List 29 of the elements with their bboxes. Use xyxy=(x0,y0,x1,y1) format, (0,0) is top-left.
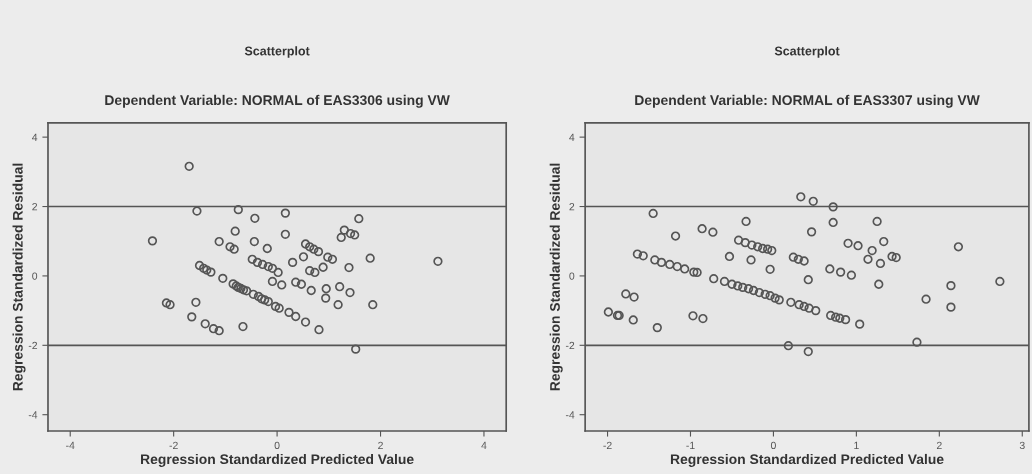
chart-subtitle: Dependent Variable: NORMAL of EAS3306 using VW xyxy=(105,94,450,108)
y-axis-title: Regression Standardized Residual xyxy=(12,163,26,391)
y-tick-label: 2 xyxy=(32,203,38,211)
x-tick-label: -1 xyxy=(686,441,695,449)
x-axis-title: Regression Standardized Predicted Value xyxy=(141,453,414,467)
x-tick-label: -2 xyxy=(169,441,178,449)
y-tick-label: 2 xyxy=(569,203,575,211)
x-tick-label: 2 xyxy=(936,441,942,449)
x-tick-label: 4 xyxy=(481,441,487,449)
x-axis-title: Regression Standardized Predicted Value xyxy=(670,453,944,467)
y-tick-label: -2 xyxy=(565,341,575,350)
y-tick-label: 0 xyxy=(32,272,38,280)
y-tick-label: 4 xyxy=(32,133,38,141)
y-tick-label: 0 xyxy=(569,272,575,280)
y-tick-label: 4 xyxy=(569,133,575,141)
x-tick-label: -2 xyxy=(603,441,612,449)
y-tick-label: -4 xyxy=(28,411,38,419)
x-tick-label: -4 xyxy=(66,441,75,449)
y-tick-label: -2 xyxy=(28,341,38,350)
x-tick-label: 0 xyxy=(274,441,280,450)
chart-subtitle: Dependent Variable: NORMAL of EAS3307 using VW xyxy=(635,94,980,108)
y-tick-label: -4 xyxy=(565,411,575,419)
x-tick-label: 2 xyxy=(378,441,383,449)
y-axis-title: Regression Standardized Residual xyxy=(549,163,563,391)
x-tick-label: 0 xyxy=(770,441,776,450)
x-tick-label: 3 xyxy=(1019,441,1025,450)
chart-title: Scatterplot xyxy=(774,46,840,58)
x-tick-label: 1 xyxy=(854,441,859,449)
chart-title: Scatterplot xyxy=(244,46,310,58)
